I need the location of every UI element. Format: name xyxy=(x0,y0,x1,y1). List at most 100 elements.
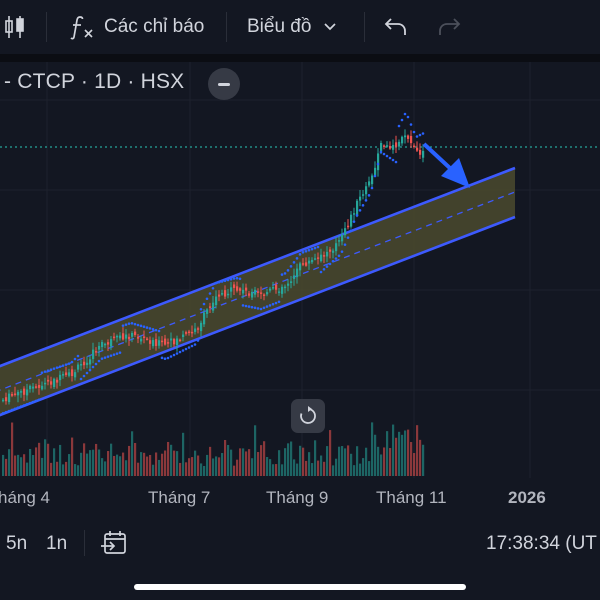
psar-dot xyxy=(361,204,365,207)
psar-dot xyxy=(313,246,317,250)
psar-dot xyxy=(13,407,17,411)
candle-body xyxy=(302,263,305,265)
volume-bar xyxy=(278,450,281,476)
volume-bar xyxy=(263,441,266,476)
volume-bar xyxy=(23,454,26,476)
volume-bar xyxy=(29,448,32,476)
volume-bar xyxy=(266,456,269,476)
clock-time[interactable]: 17:38:34 (UT xyxy=(486,533,597,554)
redo-button[interactable] xyxy=(436,0,462,54)
psar-dot xyxy=(4,410,8,414)
psar-dot xyxy=(355,214,359,217)
indicators-button[interactable]: Các chỉ báo xyxy=(68,0,204,54)
psar-dot xyxy=(232,277,236,280)
psar-dot xyxy=(67,362,71,365)
psar-dot xyxy=(241,304,245,307)
psar-dot xyxy=(121,324,125,327)
volume-bar xyxy=(416,425,419,476)
volume-bar xyxy=(200,463,203,476)
psar-dot xyxy=(10,408,14,412)
range-1-year-button[interactable]: 1n xyxy=(46,533,68,554)
volume-bar xyxy=(212,458,215,476)
candle-body xyxy=(5,397,8,402)
volume-bar xyxy=(188,458,191,476)
range-5-years-button[interactable]: 5n xyxy=(6,533,28,554)
candle-body xyxy=(266,292,269,295)
volume-bar xyxy=(2,454,5,476)
psar-dot xyxy=(112,353,116,356)
candle-body xyxy=(131,332,134,337)
reset-chart-button[interactable] xyxy=(291,399,325,433)
psar-dot xyxy=(139,324,143,328)
candle-body xyxy=(419,149,422,155)
psar-dot xyxy=(187,346,191,349)
psar-dot xyxy=(124,323,128,326)
volume-bar xyxy=(140,452,143,476)
psar-dot xyxy=(118,351,122,354)
xaxis-label-year-2026: 2026 xyxy=(508,488,546,507)
volume-bar xyxy=(179,462,182,476)
candle-body xyxy=(83,361,86,366)
volume-bar xyxy=(335,458,338,476)
psar-dot xyxy=(388,156,392,160)
volume-bar xyxy=(185,462,188,476)
psar-dot xyxy=(238,277,242,281)
symbol-title[interactable]: - CTCP · 1D · HSX xyxy=(4,70,185,93)
psar-dot xyxy=(28,401,32,405)
psar-dot xyxy=(331,259,335,263)
volume-bar xyxy=(149,454,152,476)
candles-icon[interactable] xyxy=(4,0,26,54)
psar-dot xyxy=(223,279,227,283)
volume-bar xyxy=(398,431,401,476)
chart-type-button[interactable]: Biểu đồ xyxy=(247,0,337,54)
arrow-annotation[interactable] xyxy=(422,142,470,188)
candle-body xyxy=(92,349,95,359)
volume-bar xyxy=(59,444,62,476)
psar-dot xyxy=(229,277,233,281)
psar-dot xyxy=(310,247,314,251)
psar-dot xyxy=(31,400,35,404)
candle-body xyxy=(383,145,386,147)
volume-bar xyxy=(308,452,311,476)
candle-body xyxy=(413,145,416,148)
volume-bars xyxy=(2,422,425,476)
psar-dot xyxy=(406,115,410,119)
psar-dot xyxy=(268,304,272,307)
psar-dot xyxy=(319,270,323,274)
channel-upper-line[interactable] xyxy=(0,166,516,368)
candle-body xyxy=(239,288,242,291)
undo-button[interactable] xyxy=(383,0,409,54)
volume-bar xyxy=(155,452,158,476)
psar-dot xyxy=(145,326,149,329)
psar-dot xyxy=(37,398,41,402)
candle-body xyxy=(254,289,257,295)
candle-body xyxy=(167,342,170,344)
volume-bar xyxy=(194,450,197,476)
psar-dot xyxy=(70,360,74,364)
collapse-legend-button[interactable] xyxy=(208,68,240,100)
psar-dot xyxy=(190,344,194,348)
candle-body xyxy=(110,339,113,347)
candle-body xyxy=(35,386,38,388)
psar-dot xyxy=(364,199,368,202)
psar-dot xyxy=(217,280,221,284)
candle-body xyxy=(11,393,14,396)
psar-dot xyxy=(343,243,347,246)
candle-body xyxy=(344,228,347,236)
volume-bar xyxy=(362,458,365,476)
candle-body xyxy=(305,262,308,266)
candle-body xyxy=(32,386,35,389)
psar-dot xyxy=(205,297,209,301)
psar-dot xyxy=(100,357,104,360)
candle-body xyxy=(347,225,350,228)
candle-body xyxy=(284,286,287,289)
volume-bar xyxy=(20,457,23,476)
candle-body xyxy=(8,393,11,403)
go-to-date-button[interactable] xyxy=(100,529,128,562)
volume-bar xyxy=(374,434,377,476)
volume-bar xyxy=(332,465,335,476)
candle-body xyxy=(317,257,320,259)
channel-lower-line[interactable] xyxy=(0,215,516,417)
psar-dot xyxy=(103,356,107,359)
